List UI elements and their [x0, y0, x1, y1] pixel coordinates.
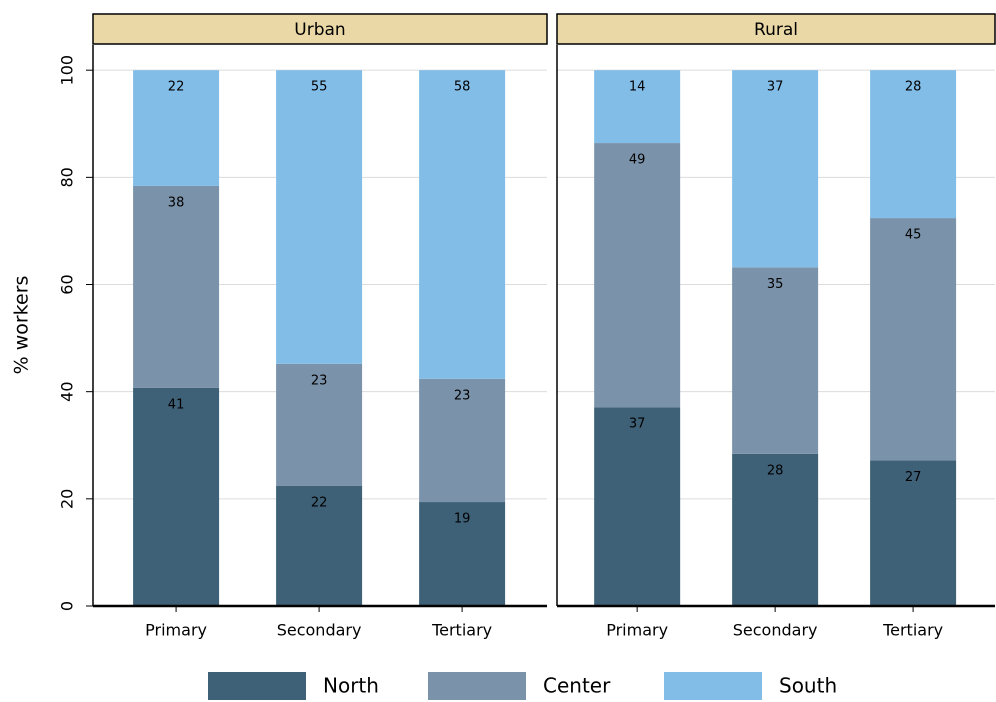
x-tick-label: Secondary [733, 621, 818, 640]
data-label: 45 [905, 228, 922, 243]
legend-swatch [208, 672, 306, 700]
y-tick-label: 80 [58, 167, 77, 187]
y-axis-title: % workers [11, 276, 33, 375]
bar-segment [594, 407, 681, 606]
legend-label: North [323, 674, 379, 698]
data-label: 41 [168, 397, 185, 412]
bar-segment [732, 267, 819, 454]
data-label: 38 [168, 195, 185, 210]
x-tick-label: Primary [145, 621, 207, 640]
data-label: 58 [454, 80, 471, 95]
legend-swatch [428, 672, 526, 700]
bar-segment [594, 143, 681, 408]
y-tick-label: 0 [58, 601, 77, 611]
bar-segment [419, 70, 506, 379]
data-label: 23 [311, 373, 328, 388]
bar-segment [870, 70, 957, 219]
y-tick-label: 20 [58, 489, 77, 509]
strip [92, 13, 548, 45]
legend-swatch [664, 672, 762, 700]
data-label: 28 [905, 80, 922, 95]
data-label: 35 [767, 277, 784, 292]
data-label: 23 [454, 388, 471, 403]
x-tick-label: Secondary [277, 621, 362, 640]
bar-segment [732, 70, 819, 268]
data-label: 27 [905, 470, 922, 485]
bar-segment [870, 460, 957, 606]
x-tick-label: Tertiary [431, 621, 492, 640]
bar-segment [133, 185, 220, 388]
strip [556, 13, 996, 45]
data-label: 22 [168, 80, 185, 95]
legend-label: South [779, 674, 837, 698]
x-tick-label: Tertiary [882, 621, 943, 640]
y-tick-label: 60 [58, 274, 77, 294]
legend-label: Center [543, 674, 611, 698]
bar-segment [276, 485, 363, 606]
panel-title: Rural [754, 20, 798, 40]
y-tick-label: 100 [58, 55, 77, 86]
bar-segment [419, 502, 506, 606]
data-label: 14 [629, 80, 646, 95]
bar-segment [276, 70, 363, 364]
bar-segment [276, 363, 363, 486]
data-label: 49 [629, 153, 646, 168]
data-label: 19 [454, 512, 471, 527]
bar-segment [133, 387, 220, 606]
data-label: 28 [767, 463, 784, 478]
panel-title: Urban [294, 20, 345, 40]
bar-segment [732, 453, 819, 606]
x-tick-label: Primary [606, 621, 668, 640]
data-label: 22 [311, 495, 328, 510]
bar-segment [133, 70, 220, 186]
data-label: 37 [629, 417, 646, 432]
bar-segment [419, 378, 506, 503]
data-label: 37 [767, 80, 784, 95]
bar-segment [870, 218, 957, 461]
y-tick-label: 40 [58, 381, 77, 401]
bar-segment [594, 70, 681, 144]
data-label: 55 [311, 80, 328, 95]
